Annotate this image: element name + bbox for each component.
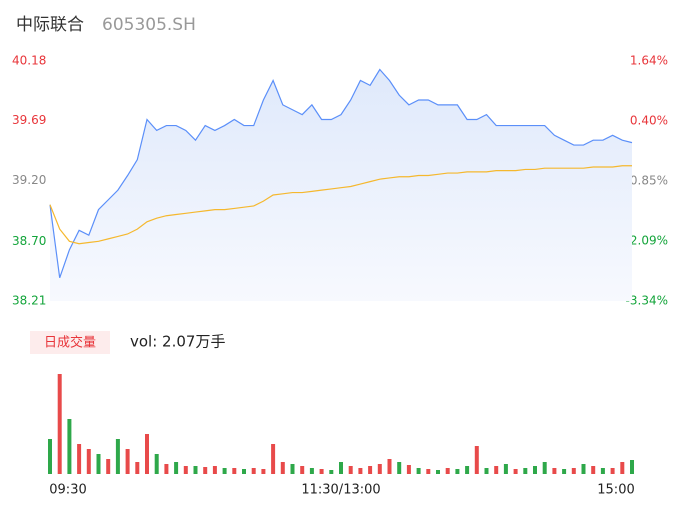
volume-bar xyxy=(135,462,140,474)
volume-bar xyxy=(319,469,324,474)
stock-name: 中际联合 xyxy=(16,15,84,35)
volume-bar xyxy=(503,464,508,474)
y2-tick-label: -3.34% xyxy=(626,294,668,308)
y2-tick-label: -0.85% xyxy=(626,174,668,188)
volume-bar xyxy=(406,465,411,474)
volume-title: 日成交量 xyxy=(44,335,96,351)
volume-bar xyxy=(154,454,159,474)
volume-bar xyxy=(115,439,120,474)
volume-bar xyxy=(251,468,256,474)
volume-bar xyxy=(591,466,596,474)
volume-bar xyxy=(77,444,82,474)
volume-bar xyxy=(174,462,179,474)
volume-bar xyxy=(339,462,343,474)
volume-bar xyxy=(620,462,625,474)
y-tick-label: 38.21 xyxy=(12,294,46,308)
volume-bar xyxy=(358,468,363,474)
volume-bar xyxy=(86,449,91,474)
volume-bar xyxy=(562,469,567,474)
price-line xyxy=(49,68,633,279)
volume-bar xyxy=(290,464,295,474)
volume-bar xyxy=(513,469,518,474)
volume-bar xyxy=(436,470,440,474)
volume-bar xyxy=(523,468,528,474)
x-tick-label: 15:00 xyxy=(597,483,634,498)
volume-bar xyxy=(600,468,605,474)
y2-tick-label: -2.09% xyxy=(626,233,668,247)
volume-bar xyxy=(309,468,314,474)
volume-bar xyxy=(610,468,615,474)
volume-bar xyxy=(48,439,52,474)
volume-bar xyxy=(193,466,198,474)
volume-bar xyxy=(630,460,634,474)
volume-bar xyxy=(212,466,217,474)
volume-bar xyxy=(261,469,266,474)
volume-bar xyxy=(96,454,101,474)
volume-bar xyxy=(57,374,62,474)
y-tick-label: 38.70 xyxy=(12,234,46,248)
volume-bar xyxy=(145,434,149,474)
volume-bar xyxy=(183,466,188,474)
volume-bar xyxy=(222,468,227,474)
volume-bar xyxy=(571,468,576,474)
volume-bar xyxy=(125,449,130,474)
volume-badge xyxy=(30,331,110,354)
volume-bar xyxy=(164,464,169,474)
volume-bar xyxy=(494,466,499,474)
volume-bar xyxy=(581,464,586,474)
x-tick-label: 09:30 xyxy=(49,483,86,498)
volume-bar xyxy=(329,470,334,474)
volume-bar xyxy=(416,468,421,474)
x-tick-label: 11:30/13:00 xyxy=(301,483,380,498)
volume-bar xyxy=(232,468,237,474)
volume-bar xyxy=(533,466,537,474)
volume-bar xyxy=(377,464,382,474)
volume-bar xyxy=(552,468,557,474)
volume-bar xyxy=(465,466,470,474)
volume-bar xyxy=(203,467,208,474)
y-tick-label: 40.18 xyxy=(12,54,46,68)
volume-bar xyxy=(455,469,460,474)
volume-bar xyxy=(484,468,489,474)
volume-bar xyxy=(387,459,392,474)
volume-bar xyxy=(300,466,305,474)
volume-bar xyxy=(542,462,547,474)
volume-bar xyxy=(445,468,450,474)
volume-label: vol: 2.07万手 xyxy=(130,333,225,351)
volume-bar xyxy=(368,466,373,474)
volume-bar xyxy=(426,469,431,474)
volume-bar xyxy=(474,446,479,474)
volume-bar xyxy=(348,466,353,474)
average-line xyxy=(49,165,632,245)
y2-tick-label: 1.64% xyxy=(630,54,668,68)
volume-bar xyxy=(271,444,276,474)
volume-bar xyxy=(280,462,285,474)
stock-code: 605305.SH xyxy=(102,15,196,35)
volume-bar xyxy=(106,459,111,474)
volume-bar xyxy=(67,419,72,474)
y2-tick-label: 0.40% xyxy=(630,113,668,127)
y-tick-label: 39.20 xyxy=(12,173,46,187)
y-tick-label: 39.69 xyxy=(12,113,46,127)
price-area xyxy=(50,69,632,301)
volume-bar xyxy=(242,469,246,474)
volume-bar xyxy=(397,462,402,474)
